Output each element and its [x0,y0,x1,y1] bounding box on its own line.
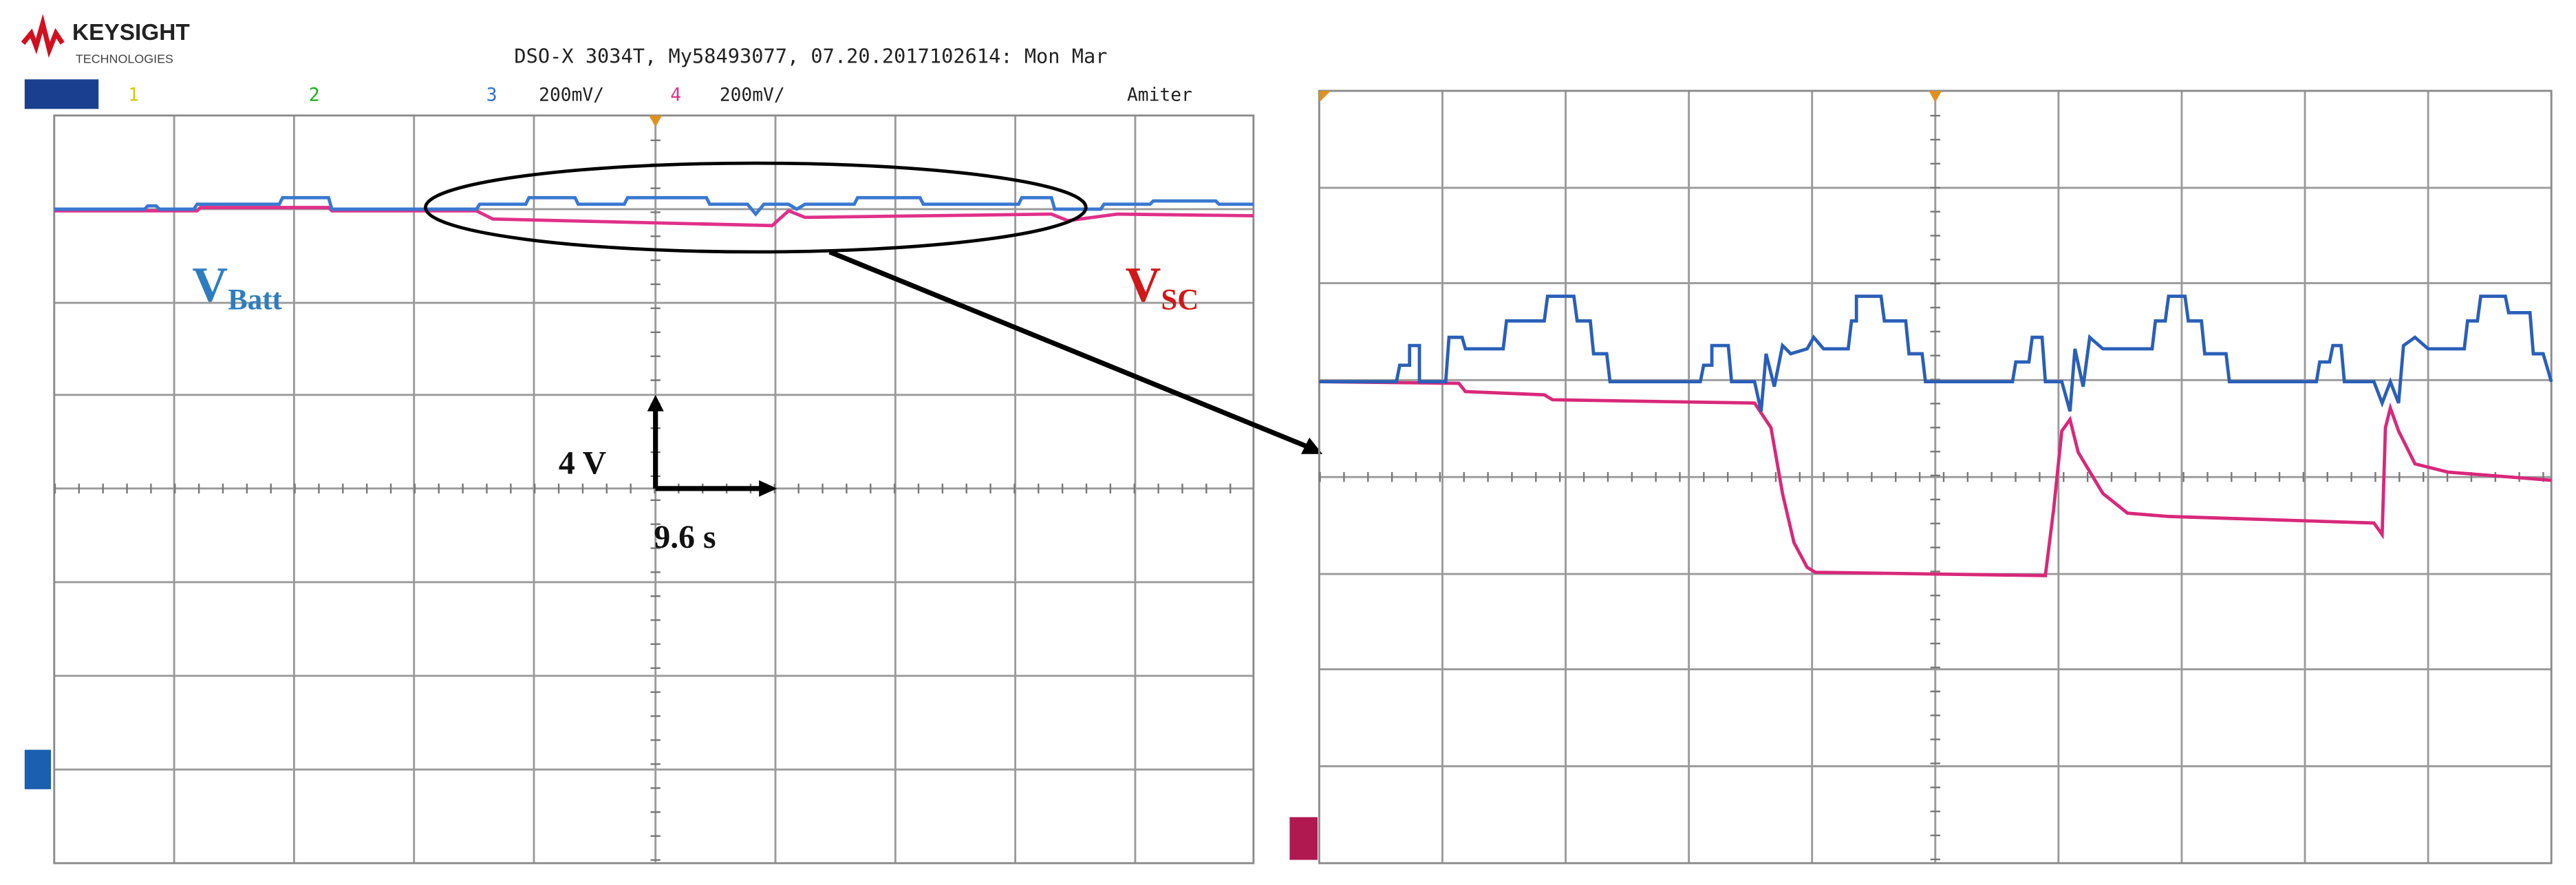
left-vsc-trace [54,206,1254,228]
corner-marker [1319,91,1331,103]
vbatt-label: VBatt [192,258,282,317]
logo-sub: TECHNOLOGIES [76,52,173,65]
trigger-marker [1929,91,1942,103]
vbatt-main: V [192,258,228,312]
time-scale: 9.6 s [654,519,716,555]
channel-box [24,79,99,109]
channel-mode: Amiter [1127,85,1192,105]
zoom-arrow-head [1301,437,1323,454]
logo-mark [21,14,65,58]
ground-marker [24,749,52,789]
channel-label: 4 [670,85,681,105]
zoom-ellipse [424,161,1088,254]
trigger-marker [649,115,663,127]
vsc-label: VSC [1126,258,1199,317]
ground-marker [1289,817,1318,860]
right-grid [1319,91,2552,864]
left-vbatt-trace [54,195,1254,217]
vbatt-sub: Batt [228,284,282,317]
zoom-arrow [828,249,1311,450]
right-vbatt-trace [1319,295,2553,412]
channel-scale: 200mV/ [720,85,785,105]
channel-label: 3 [486,85,497,105]
logo-brand: KEYSIGHT [72,20,190,45]
vsc-main: V [1126,258,1161,312]
volt-arrow-head [647,394,664,412]
right-vsc-trace [1319,380,2552,577]
channel-label: 1 [128,85,139,105]
channel-label: 2 [309,85,320,105]
channel-scale: 200mV/ [539,85,604,105]
time-arrow-head [759,480,777,497]
volt-scale: 4 V [559,445,606,481]
vsc-sub: SC [1161,284,1199,317]
header-title: DSO-X 3034T, My58493077, 07.20.201710261… [514,44,1107,67]
